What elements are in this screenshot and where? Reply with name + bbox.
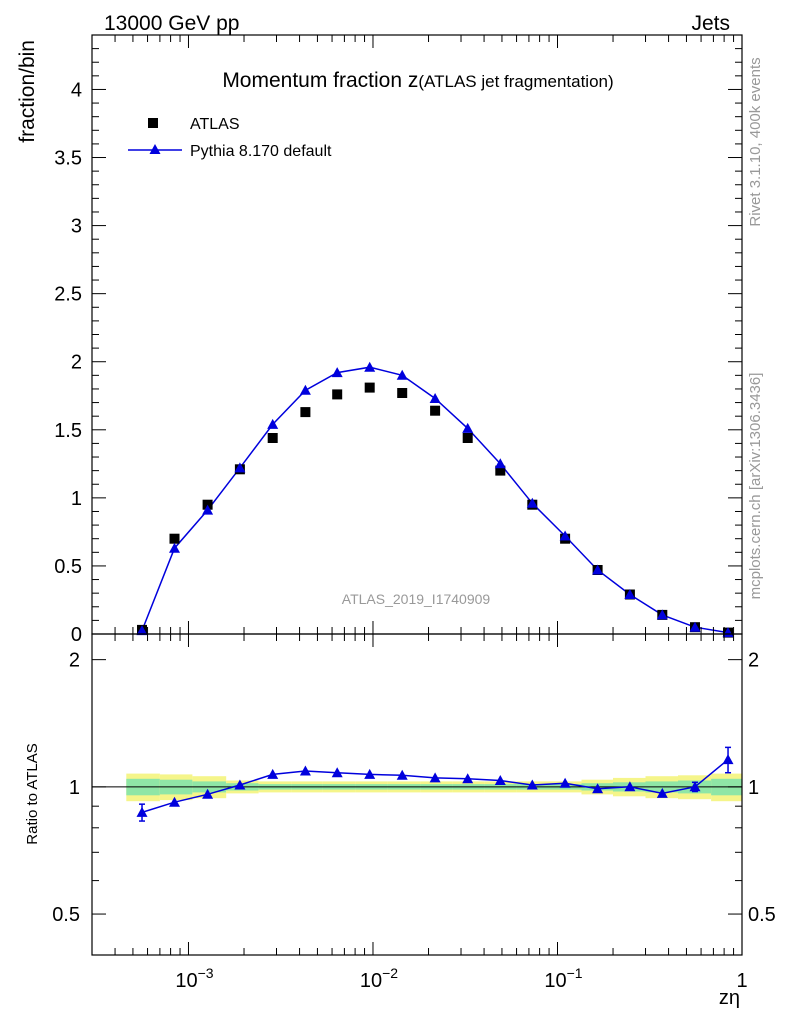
ratio-y-tick-label-right: 1: [748, 777, 759, 799]
ratio-point: [136, 806, 148, 817]
ratio-point: [299, 765, 311, 776]
ratio-y-tick-label: 1: [69, 777, 80, 799]
ratio-y-tick-label-right: 0.5: [748, 904, 776, 926]
mc-point: [364, 361, 376, 372]
ratio-y-tick-label: 2: [69, 650, 80, 672]
mc-point: [429, 393, 441, 403]
ratio-point: [429, 772, 441, 783]
x-tick-base: 10: [544, 970, 566, 992]
legend-mc-marker: [149, 144, 161, 154]
ratio-point: [559, 777, 571, 788]
x-tick-label: 1: [736, 970, 747, 992]
title-sub: (ATLAS jet fragmentation): [418, 72, 613, 91]
ratio-point: [592, 783, 604, 794]
legend-atlas-marker: [148, 118, 158, 128]
data-point: [462, 433, 473, 443]
ratio-point: [169, 796, 180, 807]
ratio-frame: [91, 633, 743, 956]
y-tick-label: 0.5: [54, 556, 82, 578]
y-tick-label: 2: [71, 352, 82, 374]
mc-point: [526, 497, 538, 508]
chart-title: Momentum fraction z(ATLAS jet fragmentat…: [222, 69, 613, 92]
mcplots-label: mcplots.cern.ch [arXiv:1306.3436]: [747, 373, 764, 600]
data-point: [397, 388, 408, 398]
mc-point: [136, 625, 148, 636]
y-tick-label: 4: [71, 79, 82, 101]
x-tick-base: 10: [360, 970, 382, 992]
y-tick-label: 3.5: [54, 148, 82, 170]
axes: 00.511.522.533.540.5 0.51 12 210−3 10−2 10−1 1: [52, 34, 776, 992]
mc-point: [559, 530, 571, 541]
ratio-ylabel: Ratio to ATLAS: [24, 743, 41, 844]
analysis-label: ATLAS_2019_I1740909: [342, 591, 491, 607]
mc-point: [494, 458, 506, 469]
ratio-point: [624, 781, 636, 792]
x-tick-base: 10: [175, 970, 197, 992]
legend-atlas-label: ATLAS: [190, 116, 240, 133]
mc-point: [462, 422, 474, 433]
ratio-point: [234, 779, 246, 790]
mc-point: [331, 367, 343, 378]
process-label: Jets: [691, 12, 730, 35]
ratio-point: [526, 779, 538, 790]
main-ylabel: fraction/bin: [16, 40, 39, 143]
ratio-point: [364, 768, 376, 779]
data-point: [267, 433, 278, 443]
x-tick-label: 10−2: [360, 965, 398, 992]
data-point: [332, 389, 343, 400]
ratio-y-tick-label: 0.5: [52, 904, 80, 926]
mc-point: [169, 542, 180, 553]
legend-mc-label: Pythia 8.170 default: [190, 143, 332, 160]
mc-point: [299, 384, 311, 395]
ratio-panel: [92, 746, 742, 822]
x-tick-label: 10−3: [175, 965, 213, 992]
y-tick-label: 1.5: [54, 420, 82, 442]
x-axis-label: zη: [719, 987, 740, 1009]
ratio-point: [656, 787, 668, 798]
data-point: [300, 407, 311, 418]
ratio-point: [267, 768, 279, 779]
x-tick-label: 10−1: [544, 965, 582, 992]
ratio-y-tick-label-right: 2: [748, 650, 759, 672]
x-tick-exponent: −1: [567, 965, 583, 981]
ratio-point: [722, 754, 734, 765]
data-point: [495, 465, 506, 476]
y-tick-label: 1: [71, 488, 82, 510]
ratio-point: [202, 788, 214, 799]
y-tick-label: 3: [71, 216, 82, 238]
mc-point: [267, 418, 279, 429]
y-tick-label: 2.5: [54, 284, 82, 306]
main-panel: [136, 361, 734, 638]
ratio-point: [331, 767, 343, 778]
mc-point: [656, 609, 668, 620]
data-point: [169, 533, 180, 544]
mc-point: [624, 589, 636, 599]
x-tick-exponent: −2: [382, 965, 398, 981]
legend: ATLAS Pythia 8.170 default: [128, 116, 332, 160]
title-main: Momentum fraction z: [222, 69, 418, 92]
mc-point: [234, 462, 246, 473]
rivet-label: Rivet 3.1.10, 400k events: [747, 57, 764, 226]
data-point: [364, 382, 375, 393]
mc-point: [689, 621, 701, 632]
data-point: [430, 405, 441, 416]
mc-point: [202, 504, 214, 515]
mc-point: [396, 369, 408, 380]
ratio-point: [462, 773, 474, 784]
x-tick-exponent: −3: [198, 965, 214, 981]
energy-label: 13000 GeV pp: [104, 12, 239, 35]
ratio-point: [689, 781, 701, 792]
y-tick-label: 0: [71, 624, 82, 646]
mc-point: [592, 564, 604, 575]
ratio-point: [494, 775, 506, 785]
ratio-point: [396, 769, 408, 780]
